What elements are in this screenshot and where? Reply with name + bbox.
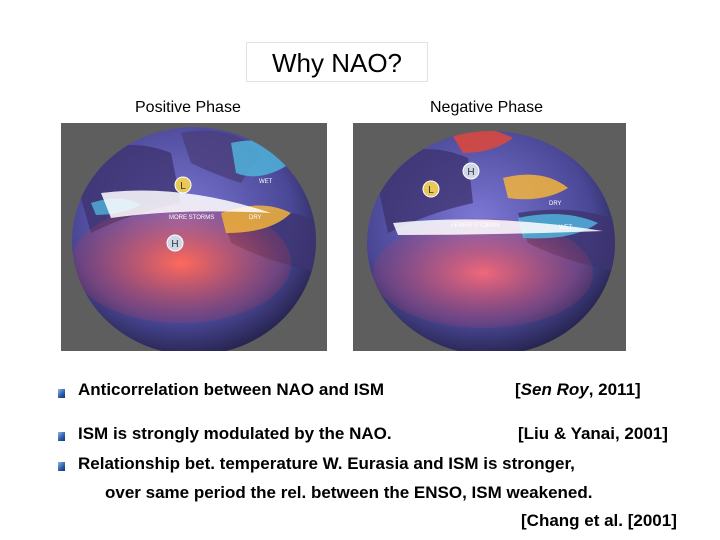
- dry-label: DRY: [549, 201, 562, 207]
- bullet-2-citation: [Liu & Yanai, 2001]: [518, 424, 668, 443]
- high-pressure-label: H: [467, 167, 474, 178]
- negative-phase-label: Negative Phase: [430, 99, 543, 116]
- bullet-1-text: Anticorrelation between NAO and ISM: [78, 380, 385, 399]
- storms-label: FEWER STORMS: [451, 223, 500, 229]
- bullet-1-citation: [Sen Roy, 2011]: [515, 380, 641, 399]
- storms-label: MORE STORMS: [169, 215, 214, 221]
- wet-label: WET: [559, 225, 573, 231]
- dry-label: DRY: [249, 215, 262, 221]
- positive-globe-image: L H WET MORE STORMS DRY: [61, 123, 327, 351]
- bullet-icon: [58, 462, 65, 471]
- bullet-2-text: ISM is strongly modulated by the NAO.: [78, 424, 392, 443]
- bullet-3-text-line1: Relationship bet. temperature W. Eurasia…: [78, 454, 575, 473]
- bullet-3-text-line2: over same period the rel. between the EN…: [105, 483, 593, 502]
- negative-phase-map: L H DRY FEWER STORMS WET: [353, 123, 626, 351]
- positive-phase-map: L H WET MORE STORMS DRY: [61, 123, 327, 351]
- low-pressure-label: L: [180, 181, 186, 192]
- low-pressure-label: L: [428, 185, 434, 196]
- negative-globe-image: L H DRY FEWER STORMS WET: [353, 123, 626, 351]
- positive-phase-label: Positive Phase: [135, 99, 241, 116]
- bullet-icon: [58, 432, 65, 441]
- slide-title: Why NAO?: [246, 42, 428, 82]
- high-pressure-label: H: [171, 239, 178, 250]
- bullet-icon: [58, 389, 65, 398]
- wet-label: WET: [259, 179, 273, 185]
- bullet-3-citation: [Chang et al. [2001]: [521, 511, 677, 530]
